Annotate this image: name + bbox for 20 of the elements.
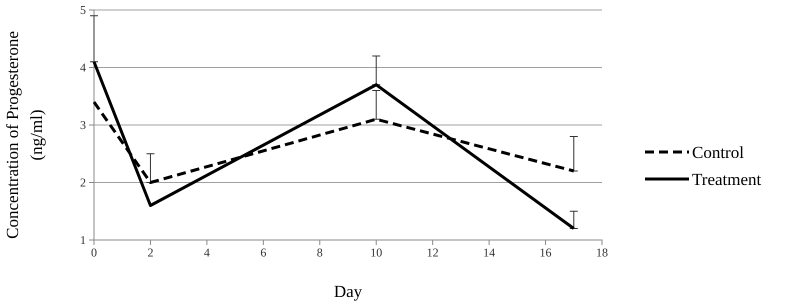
legend-label: Control xyxy=(692,143,744,162)
x-tick-label: 16 xyxy=(540,246,552,260)
x-axis-title: Day xyxy=(334,282,363,301)
x-tick-label: 4 xyxy=(204,246,210,260)
x-tick-label: 8 xyxy=(316,246,323,260)
y-tick-label: 1 xyxy=(80,232,86,247)
x-tick-label: 0 xyxy=(91,246,97,260)
x-tick-label: 14 xyxy=(483,246,496,260)
x-tick-label: 12 xyxy=(426,246,439,260)
line-series xyxy=(92,60,576,230)
y-tick-label: 4 xyxy=(80,60,86,74)
x-tick-label: 2 xyxy=(147,246,154,260)
y-tick-label: 5 xyxy=(80,2,86,17)
y-tick-label: 2 xyxy=(80,175,86,190)
legend-label: Treatment xyxy=(692,170,762,189)
y-axis-title: Concentration of Progesterone (ng/ml) xyxy=(3,31,46,239)
x-tick-label: 10 xyxy=(370,246,382,260)
x-tick-label: 18 xyxy=(596,246,608,260)
y-tick-label: 3 xyxy=(80,118,86,132)
x-tick-label: 6 xyxy=(260,246,266,260)
